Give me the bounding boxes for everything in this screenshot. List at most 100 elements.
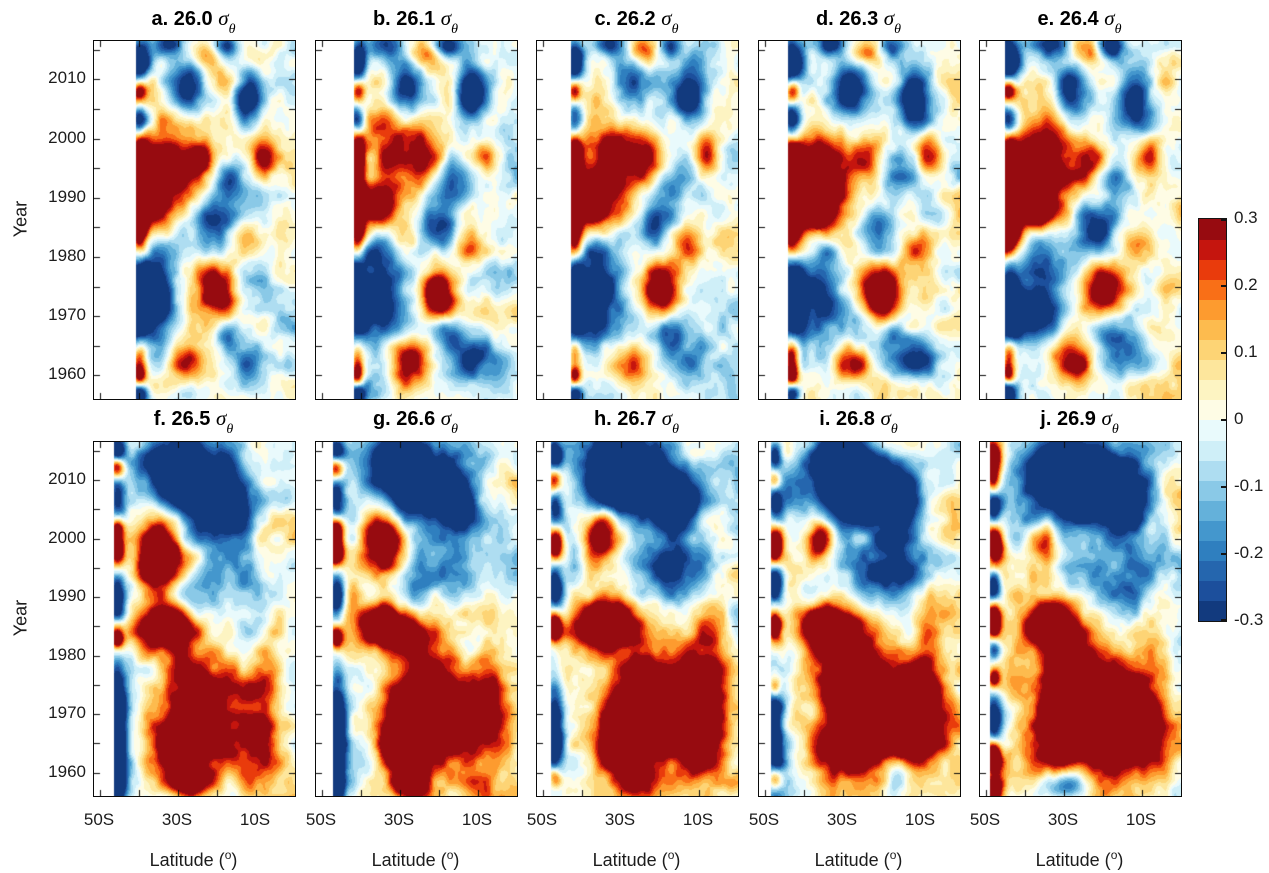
x-axis-label-close: ) [453, 850, 460, 870]
panel-g [315, 441, 518, 797]
panel-title-h: h. 26.7 σθ [516, 406, 757, 437]
y-tick-label-2000: 2000 [48, 128, 86, 147]
panel-f-heatmap [93, 441, 296, 797]
x-tick-label-30S-f: 30S [161, 810, 193, 829]
x-tick-label-50S-g: 50S [305, 810, 337, 829]
y-tick-label-1960: 1960 [48, 364, 86, 383]
panel-c-heatmap [536, 40, 739, 400]
colorbar-band-9 [1199, 420, 1226, 441]
y-tick-label-2010: 2010 [48, 68, 86, 87]
x-axis-label-text: Latitude ( [1035, 850, 1111, 870]
sigma-symbol: σ [880, 406, 891, 430]
colorbar-tick-0.1 [1221, 352, 1226, 354]
panel-title-a: a. 26.0 σθ [73, 6, 314, 37]
x-tick-label-30S-h: 30S [604, 810, 636, 829]
x-axis-label-text: Latitude ( [371, 850, 447, 870]
sigma-symbol: σ [218, 6, 229, 30]
sigma-theta-subscript: θ [1114, 22, 1122, 37]
colorbar-tick--0.1 [1221, 486, 1226, 488]
x-axis-label-j: Latitude (o) [979, 843, 1180, 870]
x-tick-label-30S-g: 30S [383, 810, 415, 829]
panel-b [315, 40, 518, 400]
sigma-theta-subscript: θ [226, 422, 234, 437]
x-axis-label-text: Latitude ( [592, 850, 668, 870]
sigma-theta-subscript: θ [890, 422, 898, 437]
colorbar-tick--0.3 [1221, 619, 1226, 621]
panel-j-heatmap [979, 441, 1182, 797]
sigma-theta-subscript: θ [672, 422, 680, 437]
panel-f [93, 441, 296, 797]
panel-title-text: c. 26.2 [594, 8, 662, 30]
panel-h-heatmap [536, 441, 739, 797]
colorbar-label-0: 0 [1234, 409, 1244, 428]
colorbar-band-10 [1199, 399, 1226, 421]
panel-title-d: d. 26.3 σθ [738, 6, 979, 37]
colorbar-band-16 [1199, 279, 1226, 300]
colorbar-tick--0.2 [1221, 553, 1226, 555]
panel-c [536, 40, 739, 400]
panel-j [979, 441, 1182, 797]
x-axis-label-f: Latitude (o) [93, 843, 294, 870]
degree-superscript: o [224, 848, 232, 862]
panel-d [758, 40, 961, 400]
panel-e-heatmap [979, 40, 1182, 400]
colorbar-band-6 [1199, 480, 1226, 501]
panel-d-heatmap [758, 40, 961, 400]
colorbar-label--0.1: -0.1 [1234, 476, 1264, 495]
panel-title-g: g. 26.6 σθ [295, 406, 536, 437]
x-tick-label-50S-i: 50S [748, 810, 780, 829]
panel-i [758, 441, 961, 797]
x-axis-label-text: Latitude ( [149, 850, 225, 870]
colorbar-band-1 [1199, 580, 1226, 602]
panel-title-text: b. 26.1 [372, 8, 441, 30]
colorbar [1198, 218, 1227, 622]
x-axis-label-close: ) [674, 850, 681, 870]
colorbar-band-12 [1199, 359, 1226, 381]
colorbar-band-2 [1199, 560, 1226, 582]
sigma-theta-subscript: θ [228, 22, 236, 37]
x-axis-label-close: ) [231, 850, 238, 870]
panel-title-text: i. 26.8 [819, 408, 881, 430]
colorbar-band-11 [1199, 379, 1226, 401]
panel-b-heatmap [315, 40, 518, 400]
sigma-symbol: σ [440, 406, 452, 430]
panel-title-text: j. 26.9 [1040, 408, 1102, 430]
y-tick-label-2010: 2010 [48, 469, 86, 488]
colorbar-label--0.3: -0.3 [1234, 610, 1264, 629]
panel-title-text: h. 26.7 [593, 408, 662, 430]
colorbar-label-0.1: 0.1 [1234, 342, 1258, 361]
sigma-theta-subscript: θ [1111, 422, 1119, 437]
colorbar-band-17 [1199, 259, 1226, 280]
y-tick-label-1980: 1980 [48, 246, 86, 265]
sigma-theta-subscript: θ [451, 422, 459, 437]
colorbar-band-19 [1199, 219, 1226, 240]
y-tick-label-1990: 1990 [48, 187, 86, 206]
y-axis-label-row2: Year [10, 599, 31, 637]
panel-title-f: f. 26.5 σθ [73, 406, 314, 437]
colorbar-band-4 [1199, 520, 1226, 542]
sigma-symbol: σ [440, 6, 452, 30]
x-tick-label-10S-h: 10S [682, 810, 714, 829]
colorbar-tick-0.2 [1221, 285, 1226, 287]
panel-title-e: e. 26.4 σθ [959, 6, 1200, 37]
x-axis-label-g: Latitude (o) [315, 843, 516, 870]
panel-a-heatmap [93, 40, 296, 400]
x-tick-label-10S-i: 10S [904, 810, 936, 829]
panel-title-text: e. 26.4 [1037, 8, 1105, 30]
sigma-symbol: σ [661, 406, 673, 430]
degree-superscript: o [667, 848, 675, 862]
x-tick-label-50S-f: 50S [83, 810, 115, 829]
panel-title-text: d. 26.3 [815, 8, 884, 30]
colorbar-band-18 [1199, 239, 1226, 260]
x-tick-label-30S-i: 30S [826, 810, 858, 829]
degree-superscript: o [889, 848, 897, 862]
colorbar-band-15 [1199, 299, 1226, 320]
sigma-symbol: σ [661, 6, 672, 30]
panel-title-text: f. 26.5 [153, 408, 216, 430]
sigma-symbol: σ [216, 406, 227, 430]
x-tick-label-10S-g: 10S [461, 810, 493, 829]
sigma-theta-subscript: θ [451, 22, 459, 37]
colorbar-band-14 [1199, 319, 1226, 341]
y-tick-label-1980: 1980 [48, 645, 86, 664]
